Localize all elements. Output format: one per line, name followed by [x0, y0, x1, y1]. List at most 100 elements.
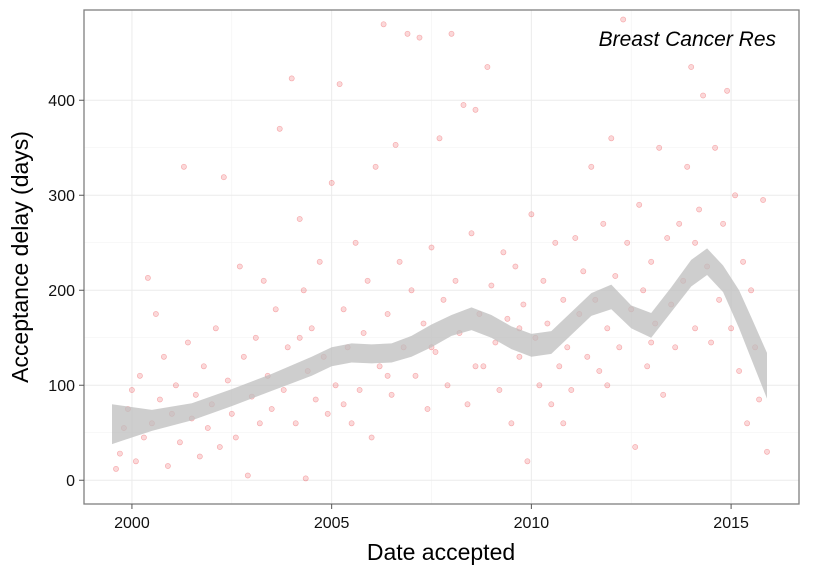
data-point — [152, 311, 159, 317]
data-point — [332, 382, 339, 389]
data-point — [356, 387, 363, 393]
data-point — [560, 296, 567, 303]
data-point — [696, 206, 702, 213]
data-point — [684, 163, 691, 170]
data-point — [624, 239, 631, 246]
data-point — [504, 315, 511, 322]
data-point — [460, 102, 467, 108]
data-point — [416, 34, 423, 41]
data-point — [292, 420, 299, 427]
data-point — [228, 410, 235, 417]
data-point — [300, 287, 307, 294]
data-point — [516, 353, 523, 360]
data-point — [604, 325, 611, 332]
data-point — [216, 444, 223, 450]
data-point — [560, 420, 567, 427]
annotation-label: Breast Cancer Res — [599, 28, 777, 51]
data-point — [484, 64, 491, 70]
data-point — [708, 339, 714, 346]
data-point — [117, 450, 123, 457]
data-point — [732, 192, 738, 199]
data-point — [432, 349, 439, 355]
data-point — [288, 75, 295, 82]
data-point — [740, 258, 746, 265]
data-point — [376, 363, 383, 370]
data-point — [500, 249, 507, 256]
data-point — [616, 344, 623, 351]
data-point — [472, 106, 479, 113]
data-point — [128, 387, 135, 393]
data-point — [724, 87, 730, 94]
data-point — [412, 372, 419, 379]
x-axis-title: Date accepted — [367, 539, 515, 565]
data-point — [268, 406, 275, 412]
data-point — [368, 434, 375, 441]
data-point — [600, 220, 607, 227]
data-point — [508, 420, 515, 427]
y-axis-title: Acceptance delay (days) — [7, 131, 33, 383]
data-point — [156, 396, 163, 403]
data-point — [392, 141, 399, 148]
data-point — [144, 274, 151, 281]
data-point — [252, 334, 259, 341]
data-point — [528, 211, 535, 218]
data-point — [436, 135, 443, 142]
data-point — [316, 258, 323, 265]
data-point — [660, 391, 667, 398]
data-point — [372, 163, 379, 170]
data-point — [184, 339, 191, 346]
data-point — [224, 377, 231, 384]
y-tick-label: 0 — [66, 473, 75, 490]
data-point — [312, 396, 319, 403]
data-point — [204, 425, 211, 431]
data-point — [452, 277, 459, 284]
data-point — [596, 368, 603, 374]
data-point — [488, 282, 495, 289]
plot-border — [83, 9, 800, 505]
data-point — [384, 372, 391, 379]
data-point — [284, 344, 291, 351]
data-point — [468, 230, 475, 237]
data-point — [444, 382, 451, 389]
data-point — [644, 363, 651, 370]
data-point — [656, 144, 663, 151]
data-point — [580, 268, 587, 275]
data-point — [544, 320, 551, 327]
smooth-band — [112, 248, 767, 445]
data-point — [664, 235, 671, 241]
data-point — [728, 325, 734, 332]
data-point — [640, 287, 647, 294]
x-tick-label: 2000 — [114, 515, 150, 532]
data-point — [324, 410, 331, 417]
data-point — [360, 330, 367, 336]
data-point — [720, 220, 726, 227]
data-point — [536, 382, 543, 389]
data-point — [176, 439, 183, 446]
data-point — [688, 64, 695, 70]
data-point — [172, 382, 179, 389]
data-point — [160, 353, 167, 360]
data-point — [748, 287, 754, 294]
data-point — [220, 174, 227, 181]
data-point — [352, 239, 359, 246]
data-point — [308, 325, 315, 332]
data-point — [584, 353, 591, 360]
data-point — [496, 387, 503, 393]
data-point — [648, 258, 655, 265]
data-point — [736, 368, 742, 374]
data-point — [520, 301, 527, 308]
data-point — [364, 277, 371, 284]
data-point — [672, 344, 679, 351]
plot-panel — [84, 10, 799, 504]
data-point — [428, 244, 435, 251]
data-point — [424, 406, 431, 412]
data-point — [472, 363, 479, 370]
x-tick-label: 2010 — [514, 515, 550, 532]
data-point — [236, 263, 243, 270]
data-point — [404, 30, 411, 37]
data-point — [648, 339, 655, 346]
data-point — [604, 382, 611, 389]
data-point — [744, 420, 750, 427]
data-point — [440, 296, 447, 303]
